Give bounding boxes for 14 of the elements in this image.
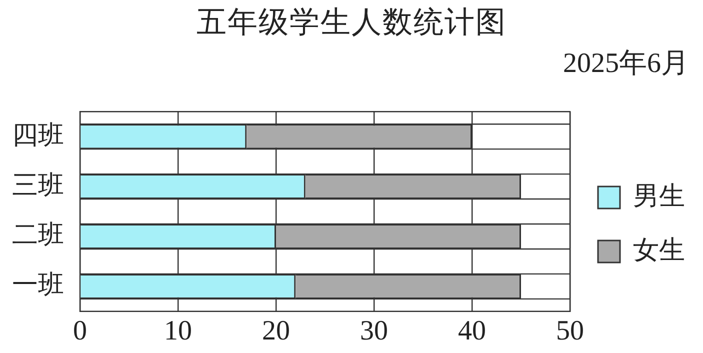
y-tick-label: 二班 [12,220,64,250]
x-tick-label: 40 [458,316,486,347]
x-tick-label: 30 [360,316,388,347]
chart-title: 五年级学生人数统计图 [196,4,508,42]
legend-label: 男生 [633,181,685,212]
x-tick-label: 50 [556,316,584,347]
chart-subtitle: 2025年6月 [563,47,689,81]
x-tick-label: 10 [164,316,192,347]
y-tick-label: 一班 [12,270,64,300]
y-tick-label: 三班 [12,170,64,200]
y-tick-label: 四班 [12,120,64,150]
x-tick-label: 20 [262,316,290,347]
legend-label: 女生 [633,235,685,266]
x-tick-label: 0 [73,316,87,347]
